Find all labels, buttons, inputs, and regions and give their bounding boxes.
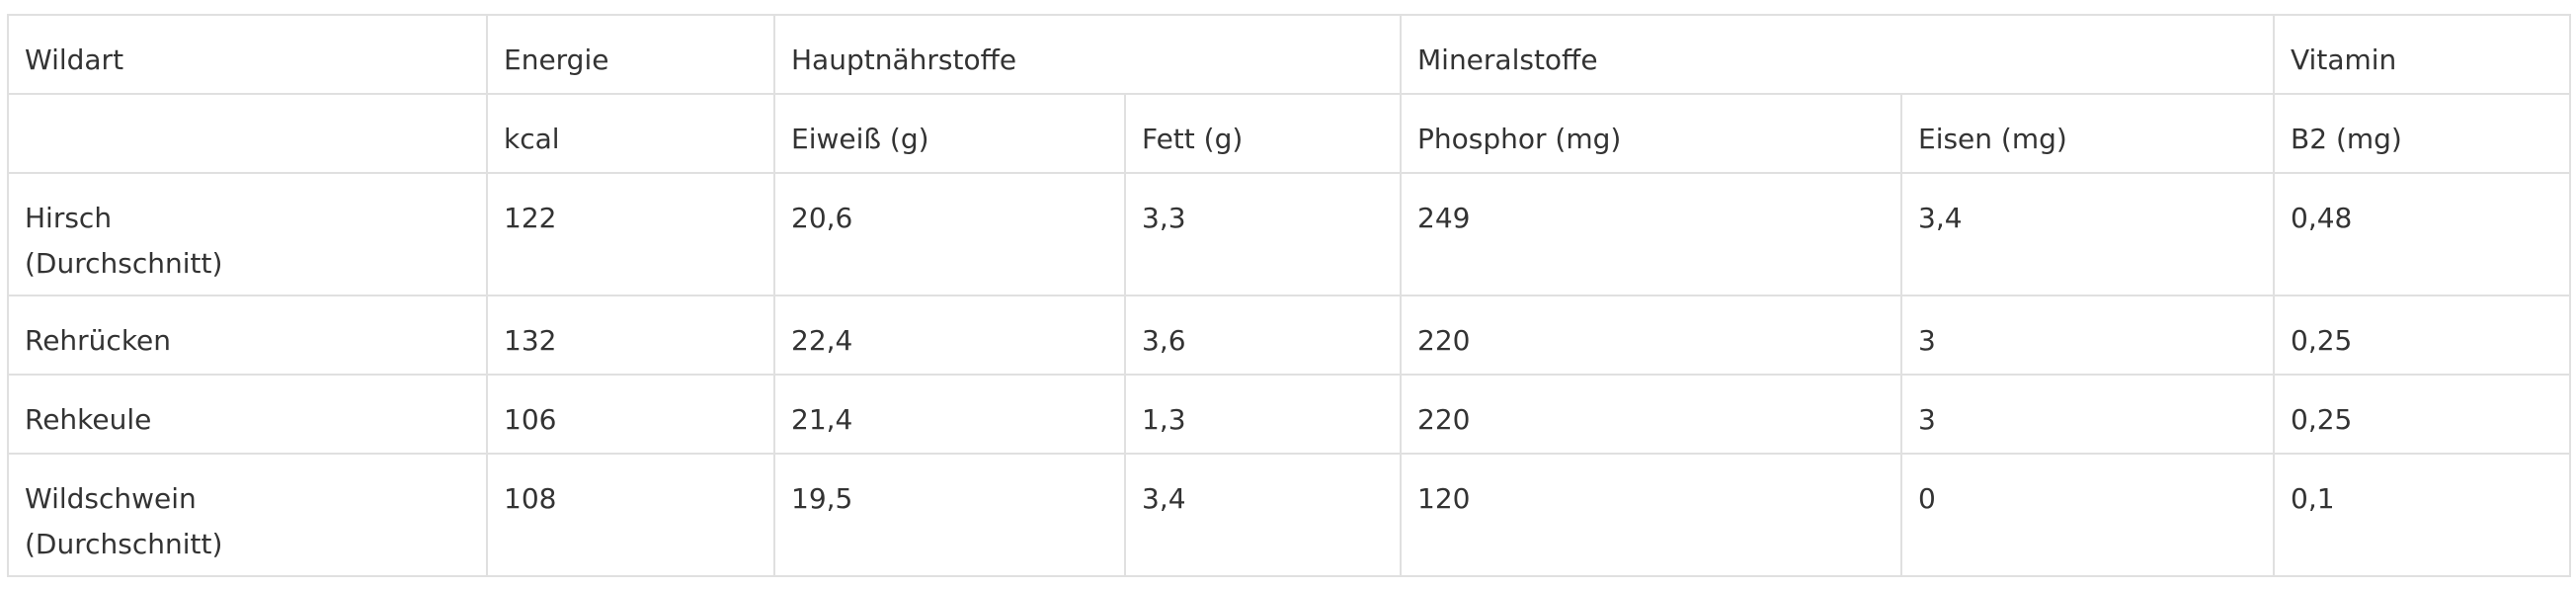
cell-eiweiss: 21,4 — [773, 374, 1126, 455]
header-row-units: kcal Eiweiß (g) Fett (g) Phosphor (mg) E… — [7, 93, 2572, 174]
cell-kcal: 108 — [486, 453, 775, 577]
wildart-note: (Durchschnitt) — [25, 528, 223, 560]
cell-wildart: Wildschwein (Durchschnitt) — [7, 453, 488, 577]
nutrition-table: Wildart Energie Hauptnährstoffe Minerals… — [7, 14, 2572, 577]
header-vitamin: Vitamin — [2273, 14, 2572, 95]
unit-eiweiss: Eiweiß (g) — [773, 93, 1126, 174]
wildart-name: Rehrücken — [25, 324, 172, 357]
cell-phosphor: 220 — [1400, 374, 1902, 455]
table-row: Wildschwein (Durchschnitt) 108 19,5 3,4 … — [7, 453, 2572, 577]
cell-wildart: Hirsch (Durchschnitt) — [7, 172, 488, 296]
cell-eisen: 0 — [1899, 453, 2276, 577]
unit-eisen: Eisen (mg) — [1899, 93, 2276, 174]
cell-fett: 3,6 — [1124, 294, 1402, 376]
cell-eisen: 3 — [1899, 374, 2276, 455]
cell-eiweiss: 20,6 — [773, 172, 1126, 296]
cell-fett: 1,3 — [1124, 374, 1402, 455]
cell-eiweiss: 22,4 — [773, 294, 1126, 376]
cell-kcal: 122 — [486, 172, 775, 296]
wildart-name: Rehkeule — [25, 403, 152, 436]
unit-phosphor: Phosphor (mg) — [1400, 93, 1902, 174]
header-row-groups: Wildart Energie Hauptnährstoffe Minerals… — [7, 14, 2572, 95]
header-wildart: Wildart — [7, 14, 488, 95]
cell-b2: 0,48 — [2273, 172, 2572, 296]
table-row: Rehrücken 132 22,4 3,6 220 3 0,25 — [7, 294, 2572, 376]
cell-eisen: 3 — [1899, 294, 2276, 376]
cell-b2: 0,25 — [2273, 294, 2572, 376]
unit-empty — [7, 93, 488, 174]
cell-eisen: 3,4 — [1899, 172, 2276, 296]
unit-kcal: kcal — [486, 93, 775, 174]
table-row: Rehkeule 106 21,4 1,3 220 3 0,25 — [7, 374, 2572, 455]
cell-b2: 0,1 — [2273, 453, 2572, 577]
wildart-name: Hirsch — [25, 202, 113, 234]
cell-b2: 0,25 — [2273, 374, 2572, 455]
wildart-note: (Durchschnitt) — [25, 247, 223, 280]
cell-eiweiss: 19,5 — [773, 453, 1126, 577]
cell-phosphor: 220 — [1400, 294, 1902, 376]
cell-wildart: Rehrücken — [7, 294, 488, 376]
cell-kcal: 132 — [486, 294, 775, 376]
cell-phosphor: 249 — [1400, 172, 1902, 296]
cell-kcal: 106 — [486, 374, 775, 455]
cell-fett: 3,4 — [1124, 453, 1402, 577]
header-hauptnaehrstoffe: Hauptnährstoffe — [773, 14, 1402, 95]
cell-fett: 3,3 — [1124, 172, 1402, 296]
cell-wildart: Rehkeule — [7, 374, 488, 455]
cell-phosphor: 120 — [1400, 453, 1902, 577]
nutrition-table-container: Wildart Energie Hauptnährstoffe Minerals… — [7, 14, 2572, 577]
wildart-name: Wildschwein — [25, 482, 197, 515]
header-mineralstoffe: Mineralstoffe — [1399, 14, 2276, 95]
unit-b2: B2 (mg) — [2273, 93, 2572, 174]
header-energie: Energie — [486, 14, 775, 95]
unit-fett: Fett (g) — [1124, 93, 1402, 174]
table-row: Hirsch (Durchschnitt) 122 20,6 3,3 249 3… — [7, 172, 2572, 296]
